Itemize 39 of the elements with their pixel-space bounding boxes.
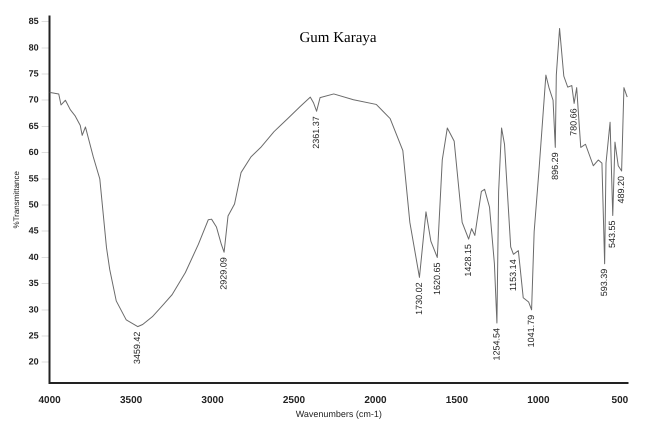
annotation: 2929.09 xyxy=(218,257,229,290)
y-tick-label: 20 xyxy=(28,356,39,367)
annotation: 1730.02 xyxy=(414,282,424,315)
y-tick-label: 80 xyxy=(28,42,39,52)
annotation: 2361.37 xyxy=(311,116,322,149)
annotation: 543.55 xyxy=(607,220,618,248)
x-tick-label: 2000 xyxy=(364,394,388,406)
y-tick-label: 55 xyxy=(28,173,39,184)
annotation: 593.39 xyxy=(599,268,610,296)
annotation: 489.20 xyxy=(616,176,626,204)
y-tick-label: 45 xyxy=(28,226,39,236)
y-tick-label: 25 xyxy=(28,330,39,341)
annotation: 1428.15 xyxy=(463,244,474,277)
annotation: 780.66 xyxy=(568,108,579,136)
x-tick-label: 1000 xyxy=(527,394,550,406)
x-tick-label: 3000 xyxy=(201,394,224,406)
x-axis-title: Wavenumbers (cm-1) xyxy=(296,409,382,420)
y-tick-label: 40 xyxy=(28,252,39,262)
x-tick-label: 500 xyxy=(612,394,629,406)
x-tick-label: 1500 xyxy=(446,394,468,406)
y-tick-label: 60 xyxy=(28,147,39,158)
x-tick-label: 3500 xyxy=(120,394,143,406)
x-tick-label: 4000 xyxy=(38,394,62,406)
y-tick-label: 85 xyxy=(28,16,39,26)
y-tick-label: 35 xyxy=(28,278,39,288)
y-tick-label: 75 xyxy=(28,68,39,79)
annotation: 896.29 xyxy=(550,152,560,180)
annotation: 1041.79 xyxy=(526,314,536,348)
annotation: 1254.54 xyxy=(491,328,502,360)
annotation: 1620.65 xyxy=(432,262,442,295)
y-tick-label: 65 xyxy=(28,120,39,131)
annotation: 1153.14 xyxy=(508,259,518,292)
annotation: 3459.42 xyxy=(132,332,142,364)
y-tick-label: 70 xyxy=(28,94,39,105)
y-axis-title: %Transmittance xyxy=(12,170,22,229)
x-tick-label: 2500 xyxy=(282,394,306,406)
y-tick-label: 50 xyxy=(28,200,39,210)
text: Gum Karaya xyxy=(299,30,377,46)
y-tick-label: 30 xyxy=(28,304,39,314)
